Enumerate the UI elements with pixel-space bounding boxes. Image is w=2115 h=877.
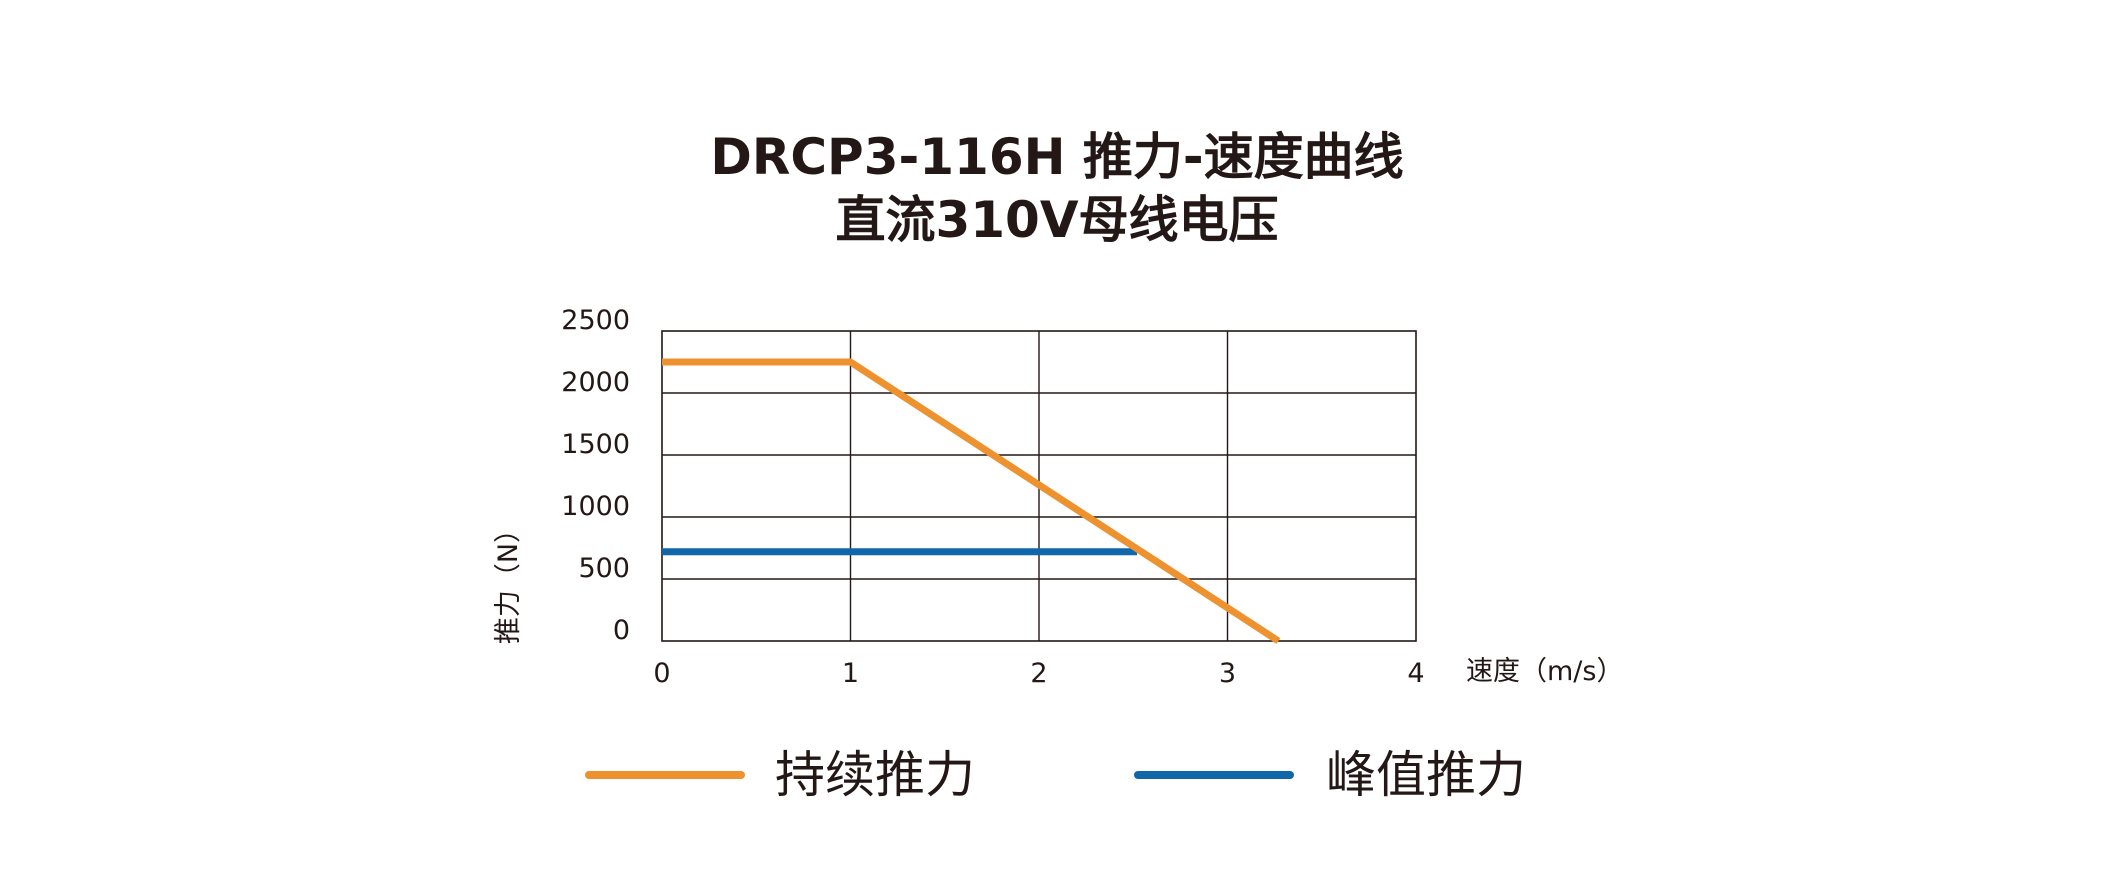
x-axis-label: 速度（m/s） xyxy=(1466,656,1623,687)
legend-label: 持续推力 xyxy=(775,746,975,804)
axis-ticks: 0 1 2 3 4 0 500 1000 1500 2000 2500 xyxy=(561,305,1424,689)
y-tick-label: 2500 xyxy=(561,305,630,336)
legend-label: 峰值推力 xyxy=(1326,746,1526,804)
chart-legend: 持续推力 峰值推力 xyxy=(585,746,1526,804)
x-tick-label: 2 xyxy=(1030,658,1047,689)
x-tick-label: 1 xyxy=(842,658,859,689)
x-tick-label: 3 xyxy=(1219,658,1236,689)
plot-grid xyxy=(661,330,1417,642)
y-tick-label: 1000 xyxy=(561,491,630,522)
series-line-持续推力 xyxy=(662,358,1281,644)
y-tick-label: 2000 xyxy=(561,367,630,398)
x-tick-label: 4 xyxy=(1407,658,1424,689)
y-axis-label: 推力（N） xyxy=(493,516,524,644)
chart-title: DRCP3-116H 推力-速度曲线 xyxy=(710,128,1403,186)
y-tick-label: 0 xyxy=(613,615,630,646)
chart-subtitle: 直流310V母线电压 xyxy=(835,191,1278,249)
plot-series xyxy=(662,358,1281,644)
y-tick-label: 1500 xyxy=(561,429,630,460)
x-tick-label: 0 xyxy=(653,658,670,689)
y-tick-label: 500 xyxy=(578,553,630,584)
